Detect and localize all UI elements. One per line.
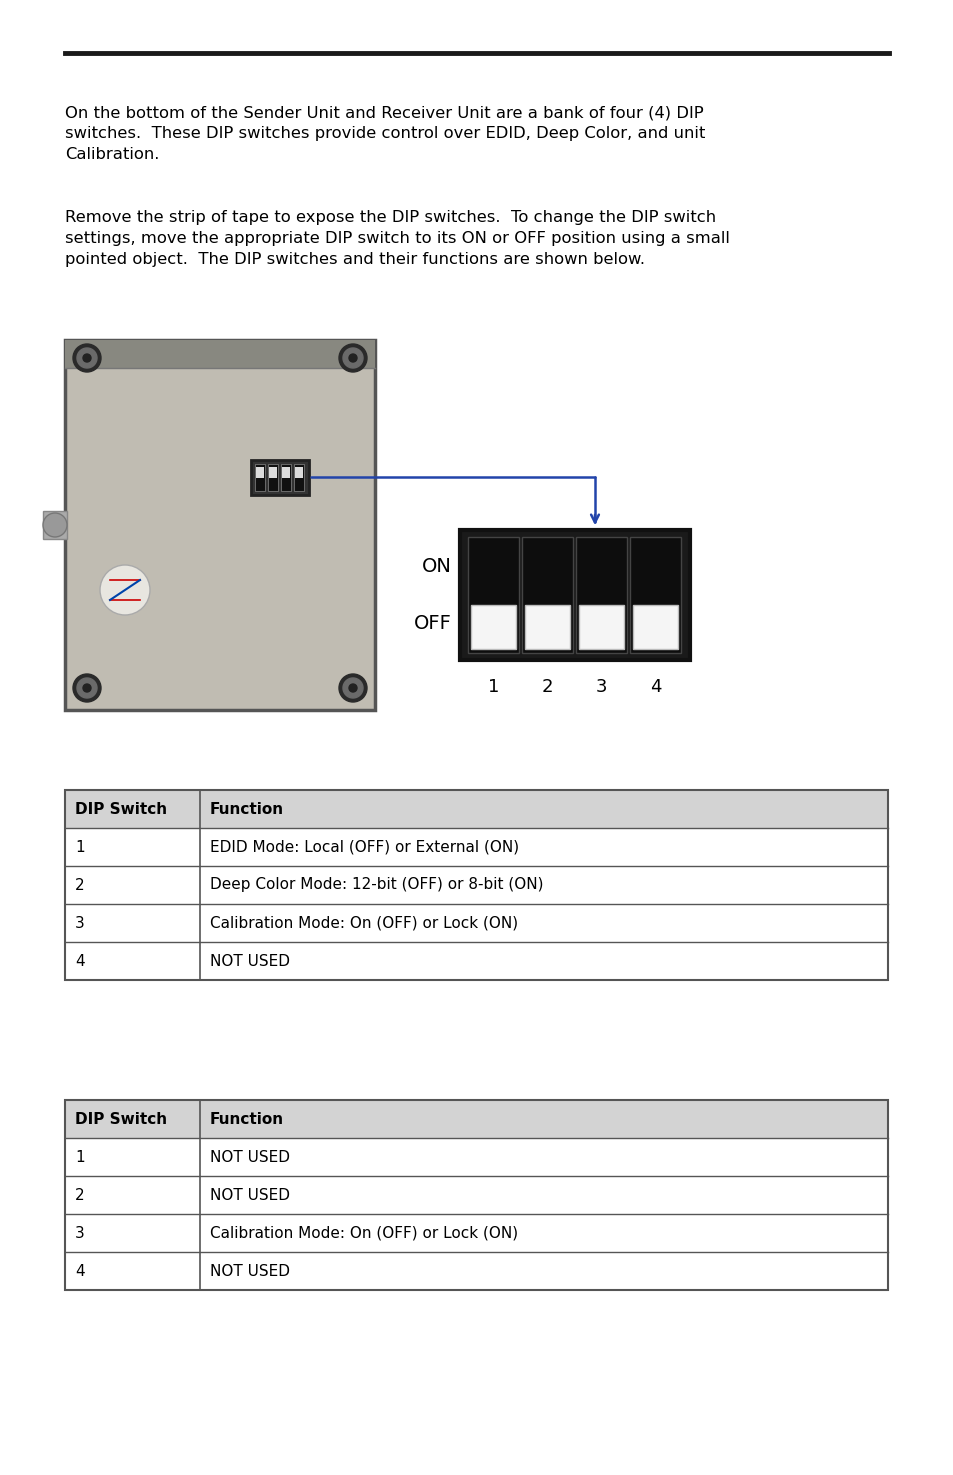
Circle shape xyxy=(43,513,67,537)
Bar xyxy=(268,465,277,491)
Text: NOT USED: NOT USED xyxy=(210,953,290,969)
Text: 3: 3 xyxy=(595,678,607,696)
Circle shape xyxy=(349,354,356,361)
Text: DIP Switch: DIP Switch xyxy=(75,1112,167,1127)
Text: Deep Color Mode: 12-bit (OFF) or 8-bit (ON): Deep Color Mode: 12-bit (OFF) or 8-bit (… xyxy=(210,878,543,892)
Circle shape xyxy=(338,674,367,702)
Text: Remove the strip of tape to expose the DIP switches.  To change the DIP switch
s: Remove the strip of tape to expose the D… xyxy=(65,209,729,267)
Bar xyxy=(269,468,276,478)
Bar xyxy=(254,465,265,491)
Text: Function: Function xyxy=(210,1112,284,1127)
Bar xyxy=(251,460,309,496)
Bar xyxy=(65,341,375,367)
Text: EDID Mode: Local (OFF) or External (ON): EDID Mode: Local (OFF) or External (ON) xyxy=(210,839,518,854)
Bar xyxy=(576,537,626,653)
Bar xyxy=(282,468,290,478)
Bar xyxy=(524,605,569,649)
Text: 4: 4 xyxy=(75,1264,85,1279)
Text: OFF: OFF xyxy=(414,614,452,633)
Bar xyxy=(468,537,518,653)
Bar xyxy=(633,605,678,649)
Text: 1: 1 xyxy=(487,678,498,696)
Bar xyxy=(294,468,303,478)
Bar xyxy=(65,791,887,979)
Text: 3: 3 xyxy=(75,916,85,931)
Bar xyxy=(65,1100,887,1139)
Bar xyxy=(255,468,264,478)
Text: NOT USED: NOT USED xyxy=(210,1187,290,1202)
Text: Function: Function xyxy=(210,801,284,817)
Text: NOT USED: NOT USED xyxy=(210,1264,290,1279)
Bar xyxy=(65,791,887,827)
Bar xyxy=(578,605,623,649)
Text: 2: 2 xyxy=(75,878,85,892)
Text: ON: ON xyxy=(421,558,452,575)
Text: 4: 4 xyxy=(649,678,660,696)
Circle shape xyxy=(83,684,91,692)
Text: On the bottom of the Sender Unit and Receiver Unit are a bank of four (4) DIP
sw: On the bottom of the Sender Unit and Rec… xyxy=(65,105,704,162)
Circle shape xyxy=(73,674,101,702)
Circle shape xyxy=(338,344,367,372)
Circle shape xyxy=(343,678,363,698)
Bar xyxy=(471,605,516,649)
Bar xyxy=(43,510,67,538)
Bar xyxy=(65,341,375,709)
Circle shape xyxy=(349,684,356,692)
Text: 2: 2 xyxy=(541,678,553,696)
Text: NOT USED: NOT USED xyxy=(210,1149,290,1164)
Circle shape xyxy=(83,354,91,361)
Text: Calibration Mode: On (OFF) or Lock (ON): Calibration Mode: On (OFF) or Lock (ON) xyxy=(210,916,517,931)
Text: 2: 2 xyxy=(75,1187,85,1202)
Text: 3: 3 xyxy=(75,1226,85,1240)
Bar xyxy=(294,465,304,491)
Bar xyxy=(65,1100,887,1291)
Circle shape xyxy=(73,344,101,372)
Bar xyxy=(65,827,887,979)
Text: 4: 4 xyxy=(75,953,85,969)
Circle shape xyxy=(343,348,363,367)
Text: DIP Switch: DIP Switch xyxy=(75,801,167,817)
Circle shape xyxy=(100,565,150,615)
Bar xyxy=(459,530,689,659)
Bar xyxy=(629,537,680,653)
Circle shape xyxy=(77,678,97,698)
Text: 1: 1 xyxy=(75,1149,85,1164)
Bar xyxy=(65,1139,887,1291)
Text: Calibration Mode: On (OFF) or Lock (ON): Calibration Mode: On (OFF) or Lock (ON) xyxy=(210,1226,517,1240)
Circle shape xyxy=(77,348,97,367)
Text: 1: 1 xyxy=(75,839,85,854)
Bar xyxy=(281,465,291,491)
Bar xyxy=(521,537,573,653)
